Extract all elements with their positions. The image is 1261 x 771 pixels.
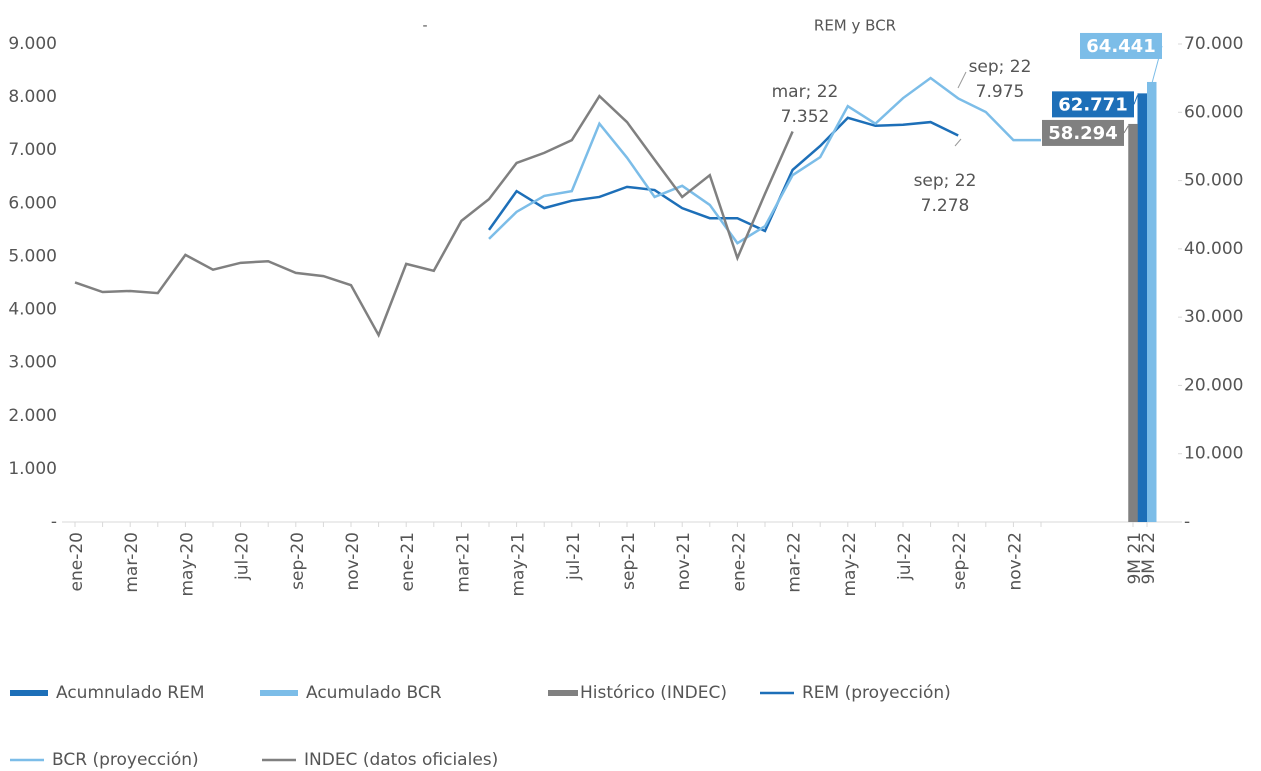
x-tick-label: ene-22 — [729, 532, 749, 591]
y2-tick-label: 30.000 — [1184, 307, 1243, 327]
x-tick-label: may-22 — [840, 532, 860, 597]
x-tick-label: sep-20 — [288, 532, 308, 590]
y-tick-label: 3.000 — [8, 353, 57, 373]
x-tick-label: jul-22 — [895, 532, 915, 581]
annotation: 7.278 — [921, 196, 970, 216]
x-tick-label: jul-21 — [564, 532, 584, 581]
annotation: 7.975 — [976, 82, 1025, 102]
bar — [1128, 123, 1138, 523]
y2-tick-label: 50.000 — [1184, 171, 1243, 191]
y-tick-label: 9.000 — [8, 34, 57, 54]
value-label: 62.771 — [1058, 94, 1127, 115]
value-label-box — [1042, 119, 1124, 146]
legend-swatch — [10, 690, 48, 696]
line — [488, 76, 1041, 245]
x-tick-label: may-20 — [177, 532, 197, 597]
annotation-leader — [954, 138, 962, 147]
x-tick-label: ene-21 — [398, 532, 418, 591]
x-tick-label: mar-21 — [453, 532, 473, 593]
leader-line — [1123, 125, 1129, 134]
x-tick-label: nov-20 — [343, 532, 363, 591]
annotation: sep; 22 — [914, 171, 977, 191]
x-tick-label: 9M 21 — [1125, 532, 1145, 585]
y-tick-label: 5.000 — [8, 246, 57, 266]
annotation-leader — [957, 71, 967, 89]
legend-label: Acumnulado REM — [56, 683, 205, 703]
chart-title: - — [422, 18, 427, 34]
y-tick-label: 4.000 — [8, 300, 57, 320]
x-tick-label: nov-22 — [1005, 532, 1025, 591]
legend-swatch — [260, 690, 298, 696]
x-tick-label: 9M 22 — [1139, 532, 1159, 585]
x-tick-label: jul-20 — [233, 532, 253, 581]
y2-tick-label: 40.000 — [1184, 239, 1243, 259]
x-tick-label: sep-21 — [619, 532, 639, 590]
x-tick-label: may-21 — [509, 532, 529, 597]
y2-tick-label: 10.000 — [1184, 444, 1243, 464]
leader-line — [1133, 95, 1138, 105]
y2-tick-label: - — [1184, 512, 1190, 532]
legend-label: REM (proyección) — [802, 683, 951, 703]
y-tick-label: 7.000 — [8, 140, 57, 160]
bar — [1147, 81, 1157, 523]
x-tick-label: ene-20 — [67, 532, 87, 591]
x-tick-label: sep-22 — [950, 532, 970, 590]
legend-label: Acumulado BCR — [306, 683, 442, 703]
y-tick-label: 8.000 — [8, 87, 57, 107]
annotation: mar; 22 — [772, 82, 839, 102]
legend-label: Histórico (INDEC) — [580, 683, 727, 703]
y2-tick-label: 20.000 — [1184, 375, 1243, 395]
x-tick-label: nov-21 — [674, 532, 694, 591]
legend-swatch — [548, 690, 578, 696]
y-tick-label: 6.000 — [8, 193, 57, 213]
annotation: sep; 22 — [969, 57, 1032, 77]
y2-tick-label: 60.000 — [1184, 102, 1243, 122]
y-tick-label: 1.000 — [8, 459, 57, 479]
value-label-box — [1052, 91, 1134, 118]
annotation: 7.352 — [781, 107, 830, 127]
leader-line — [1151, 45, 1163, 85]
bar — [1137, 93, 1147, 522]
x-tick-label: mar-20 — [122, 532, 142, 593]
x-tick-label: mar-22 — [785, 532, 805, 593]
chart-subtitle: REM y BCR — [814, 17, 896, 35]
value-label-box — [1080, 32, 1162, 59]
line — [74, 94, 794, 338]
y-tick-label: 2.000 — [8, 406, 57, 426]
value-label: 58.294 — [1048, 123, 1117, 144]
y2-tick-label: 70.000 — [1184, 34, 1243, 54]
value-label: 64.441 — [1086, 36, 1155, 57]
legend-label: INDEC (datos oficiales) — [304, 750, 498, 770]
legend-label: BCR (proyección) — [52, 750, 199, 770]
y-tick-label: - — [51, 512, 57, 532]
